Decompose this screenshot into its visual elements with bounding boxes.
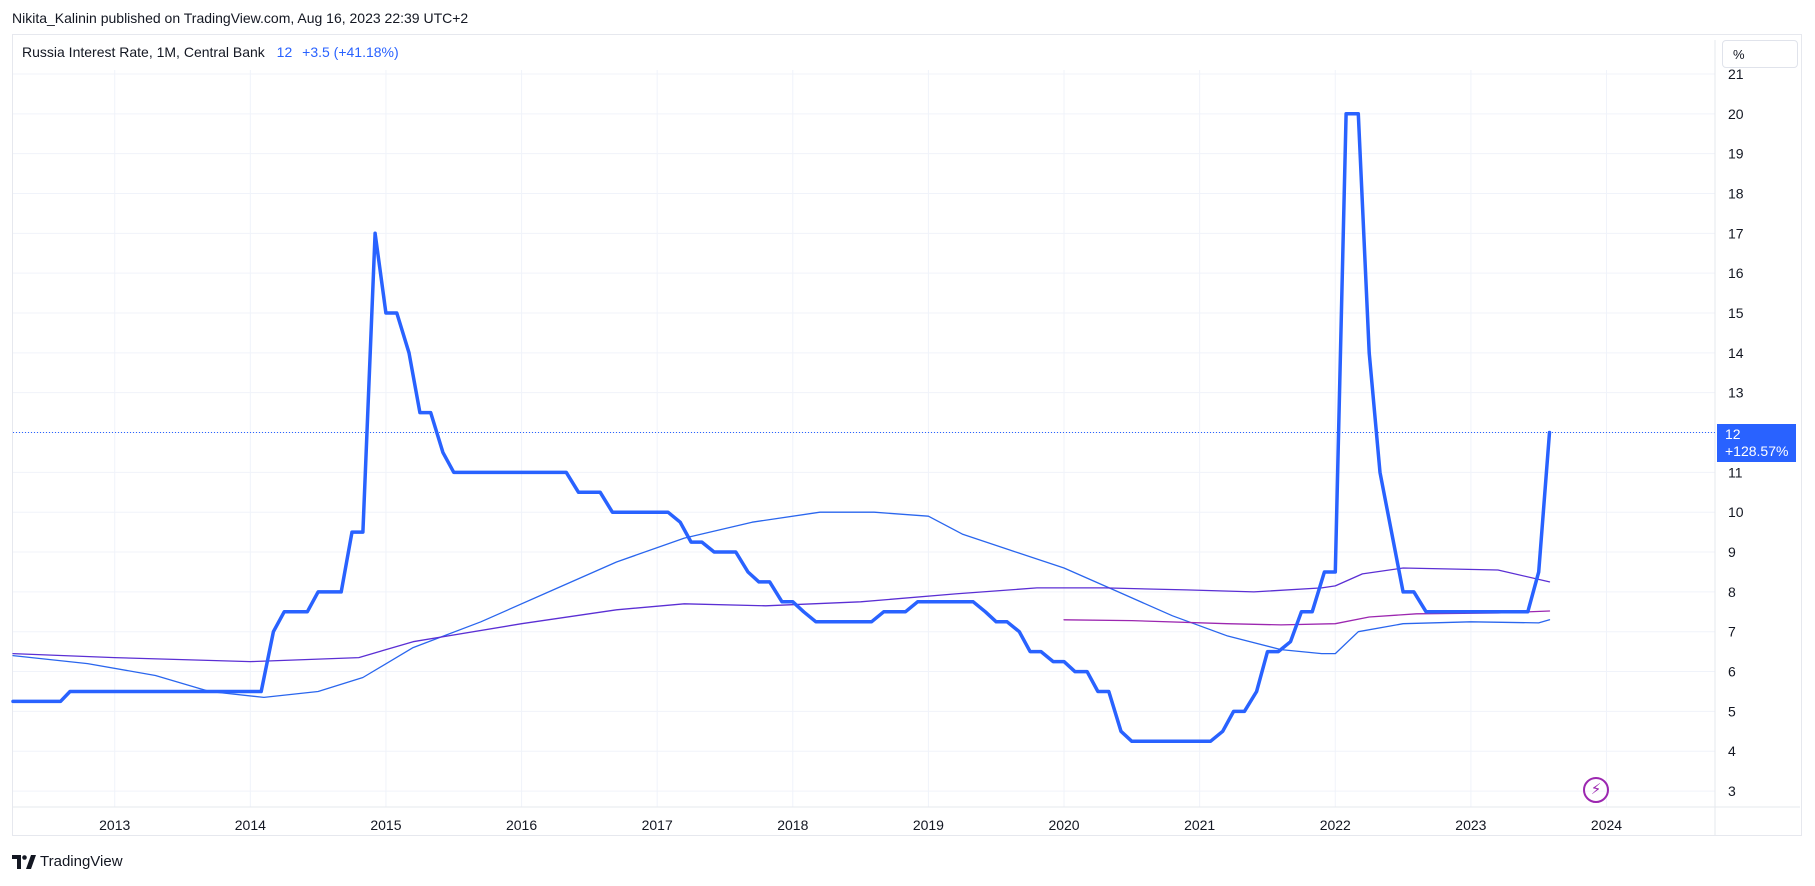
x-tick-label: 2019	[913, 817, 944, 833]
tradingview-logo[interactable]: TradingView	[12, 853, 123, 870]
x-tick-label: 2016	[506, 817, 537, 833]
last-price-value: 12	[1725, 426, 1741, 442]
x-tick-label: 2020	[1048, 817, 1079, 833]
y-tick-label: 20	[1728, 106, 1744, 122]
publisher-info: Nikita_Kalinin published on TradingView.…	[12, 10, 469, 26]
y-tick-label: 8	[1728, 584, 1736, 600]
x-tick-label: 2017	[642, 817, 673, 833]
legend-symbol: Russia Interest Rate, 1M, Central Bank	[22, 44, 265, 60]
unit-selector[interactable]: %	[1722, 40, 1798, 68]
y-tick-label: 3	[1728, 783, 1736, 799]
y-tick-label: 17	[1728, 225, 1744, 241]
brand-name: TradingView	[40, 853, 123, 870]
tradingview-logo-icon	[12, 854, 36, 869]
x-tick-label: 2024	[1591, 817, 1622, 833]
x-tick-label: 2015	[370, 817, 401, 833]
y-tick-label: 16	[1728, 265, 1744, 281]
unit-label: %	[1733, 47, 1745, 62]
y-tick-label: 9	[1728, 544, 1736, 560]
last-price-label: 12 +128.57%	[1717, 424, 1796, 462]
y-tick-label: 10	[1728, 504, 1744, 520]
chart-legend[interactable]: Russia Interest Rate, 1M, Central Bank 1…	[22, 44, 399, 60]
x-tick-label: 2018	[777, 817, 808, 833]
y-tick-label: 6	[1728, 664, 1736, 680]
x-tick-label: 2023	[1455, 817, 1486, 833]
last-price-change: +128.57%	[1725, 443, 1789, 459]
legend-change: +3.5 (+41.18%)	[302, 44, 399, 60]
y-tick-label: 21	[1728, 66, 1744, 82]
lightning-icon[interactable]: ⚡	[1583, 777, 1609, 803]
x-tick-label: 2013	[99, 817, 130, 833]
y-tick-label: 11	[1728, 464, 1743, 480]
x-tick-label: 2021	[1184, 817, 1215, 833]
series-line-russia-interest-rate	[11, 112, 1552, 744]
y-tick-label: 4	[1728, 743, 1736, 759]
chart-frame	[12, 34, 1802, 836]
legend-value: 12	[276, 44, 293, 60]
y-tick-label: 14	[1728, 345, 1744, 361]
y-tick-label: 13	[1728, 385, 1744, 401]
x-tick-label: 2022	[1320, 817, 1351, 833]
y-tick-label: 15	[1728, 305, 1744, 321]
y-tick-label: 5	[1728, 703, 1736, 719]
x-tick-label: 2014	[235, 817, 266, 833]
y-tick-label: 18	[1728, 185, 1744, 201]
series-line-ma-purple	[12, 567, 1551, 663]
y-tick-label: 7	[1728, 624, 1736, 640]
y-tick-label: 19	[1728, 146, 1744, 162]
series-line-ma-long	[12, 511, 1551, 699]
